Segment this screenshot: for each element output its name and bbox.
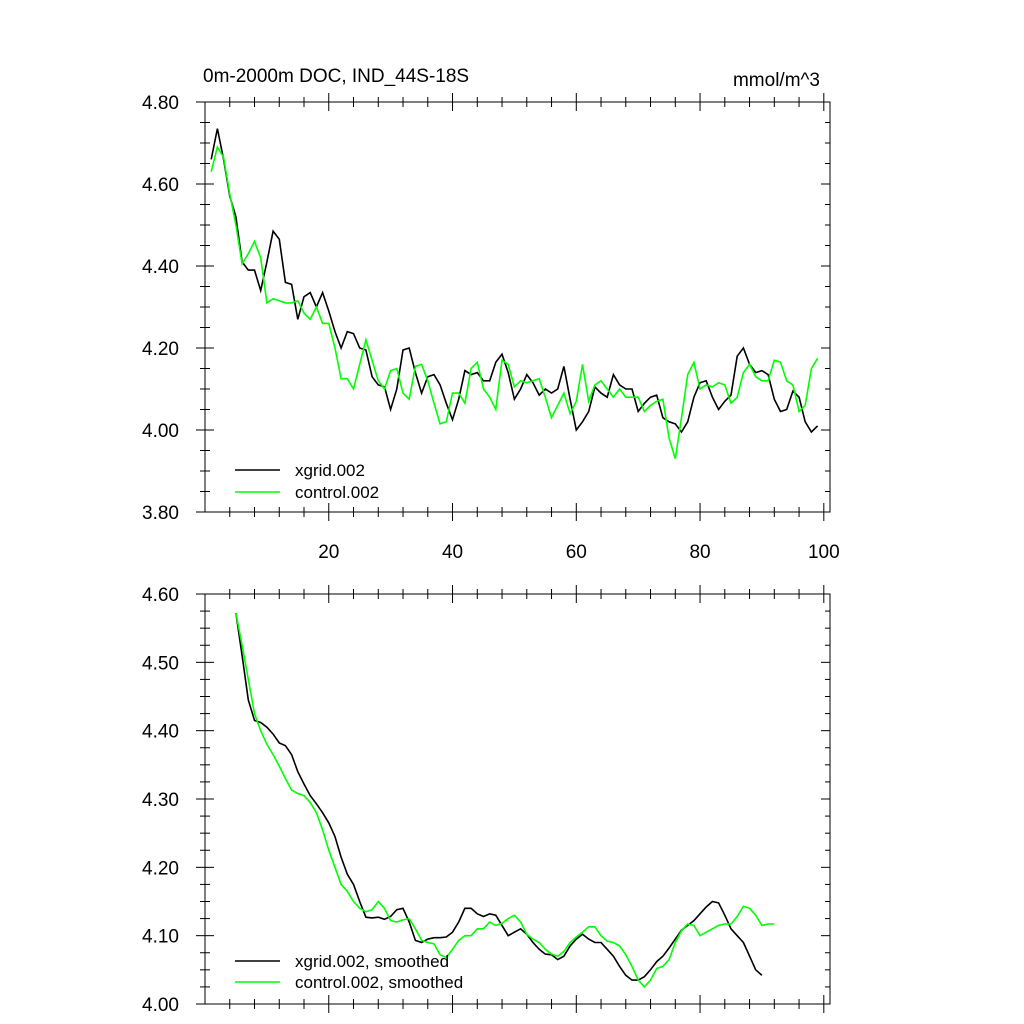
y-tick-label: 4.80 <box>142 93 179 114</box>
y-tick-label: 4.40 <box>142 722 179 743</box>
y-tick-label: 4.60 <box>142 175 179 196</box>
top-plot-frame <box>204 101 831 513</box>
y-tick-label: 4.00 <box>142 995 179 1016</box>
y-tick-label: 4.20 <box>142 858 179 879</box>
bottom-panel: 4.00 4.10 4.20 4.30 4.40 4.50 4.60 xgrid.002, … <box>142 585 831 1016</box>
y-tick-label: 4.20 <box>142 339 179 360</box>
top-panel-title: 0m-2000m DOC, IND_44S-18S <box>203 66 469 87</box>
legend-label-xgrid-smoothed: xgrid.002, smoothed <box>295 952 449 971</box>
top-panel-units: mmol/m^3 <box>733 70 820 91</box>
top-panel: 0m-2000m DOC, IND_44S-18S mmol/m^3 3.80 4… <box>142 66 840 563</box>
y-tick-label: 4.50 <box>142 653 179 674</box>
series-line-control <box>235 612 775 989</box>
y-tick-label: 4.00 <box>142 421 179 442</box>
top-legend: xgrid.002 control.002 <box>235 461 379 502</box>
x-tick-label: 80 <box>689 542 710 563</box>
series-line-xgrid <box>210 128 819 434</box>
top-plot-marks: 3.80 4.00 4.20 4.40 4.60 4.80 20 40 60 80 100 <box>142 93 840 563</box>
y-tick-label: 4.40 <box>142 257 179 278</box>
y-tick-label: 4.60 <box>142 585 179 606</box>
series-line-control <box>210 145 819 459</box>
y-tick-label: 3.80 <box>142 503 179 524</box>
y-tick-label: 4.10 <box>142 927 179 948</box>
legend-label-control: control.002 <box>295 483 379 502</box>
x-tick-label: 20 <box>318 542 339 563</box>
x-tick-label: 40 <box>442 542 463 563</box>
bottom-plot-marks: 4.00 4.10 4.20 4.30 4.40 4.50 4.60 <box>142 585 830 1016</box>
legend-label-xgrid: xgrid.002 <box>295 461 365 480</box>
x-tick-label: 60 <box>566 542 587 563</box>
y-tick-label: 4.30 <box>142 790 179 811</box>
bottom-plot-frame <box>204 593 831 1005</box>
legend-label-control-smoothed: control.002, smoothed <box>295 973 463 992</box>
series-line-xgrid <box>235 612 763 981</box>
x-tick-label: 100 <box>808 542 840 563</box>
bottom-legend: xgrid.002, smoothed control.002, smoothe… <box>235 952 463 992</box>
